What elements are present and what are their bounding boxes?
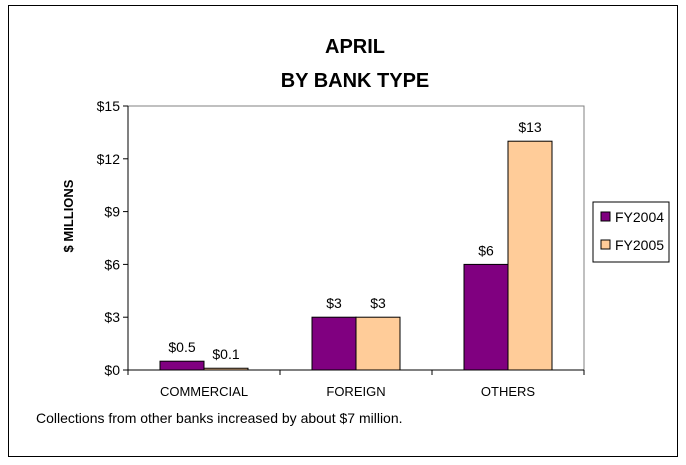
- y-tick-label: $6: [104, 256, 120, 272]
- data-label: $13: [518, 119, 542, 135]
- legend-label: FY2005: [615, 237, 664, 253]
- bar-fy2005: [507, 140, 553, 371]
- y-tick-label: $12: [97, 151, 121, 167]
- x-category-label: COMMERCIAL: [160, 384, 248, 399]
- chart-caption: Collections from other banks increased b…: [36, 410, 403, 426]
- y-tick-label: $0: [104, 362, 120, 378]
- bar-fy2005: [355, 316, 401, 371]
- legend-swatch-fy2004: [600, 211, 611, 222]
- chart-frame: [8, 5, 678, 457]
- x-category-label: FOREIGN: [326, 384, 385, 399]
- legend: FY2004 FY2005: [592, 201, 670, 263]
- bar-fy2005: [203, 367, 249, 371]
- bar-fy2004: [463, 263, 509, 371]
- plot-area: $0 $3 $6 $9 $12 $15 COMMERCIAL $0.5 $0.1 FOREIGN $…: [97, 98, 585, 399]
- data-label: $3: [326, 295, 342, 311]
- bar-fy2004: [159, 360, 205, 371]
- y-tick-label: $15: [97, 98, 121, 114]
- legend-swatch-fy2005: [600, 239, 611, 250]
- y-tick-label: $3: [104, 309, 120, 325]
- y-axis-label: $ MILLIONS: [61, 179, 76, 252]
- legend-label: FY2004: [615, 209, 664, 225]
- chart-title-line-1: APRIL: [325, 36, 385, 58]
- chart-title-line-2: BY BANK TYPE: [281, 70, 430, 92]
- data-label: $0.5: [168, 339, 195, 355]
- data-label: $0.1: [212, 346, 239, 362]
- y-tick-label: $9: [104, 204, 120, 220]
- bar-fy2004: [311, 316, 357, 371]
- data-label: $3: [370, 295, 386, 311]
- x-category-label: OTHERS: [481, 384, 536, 399]
- data-label: $6: [478, 242, 494, 258]
